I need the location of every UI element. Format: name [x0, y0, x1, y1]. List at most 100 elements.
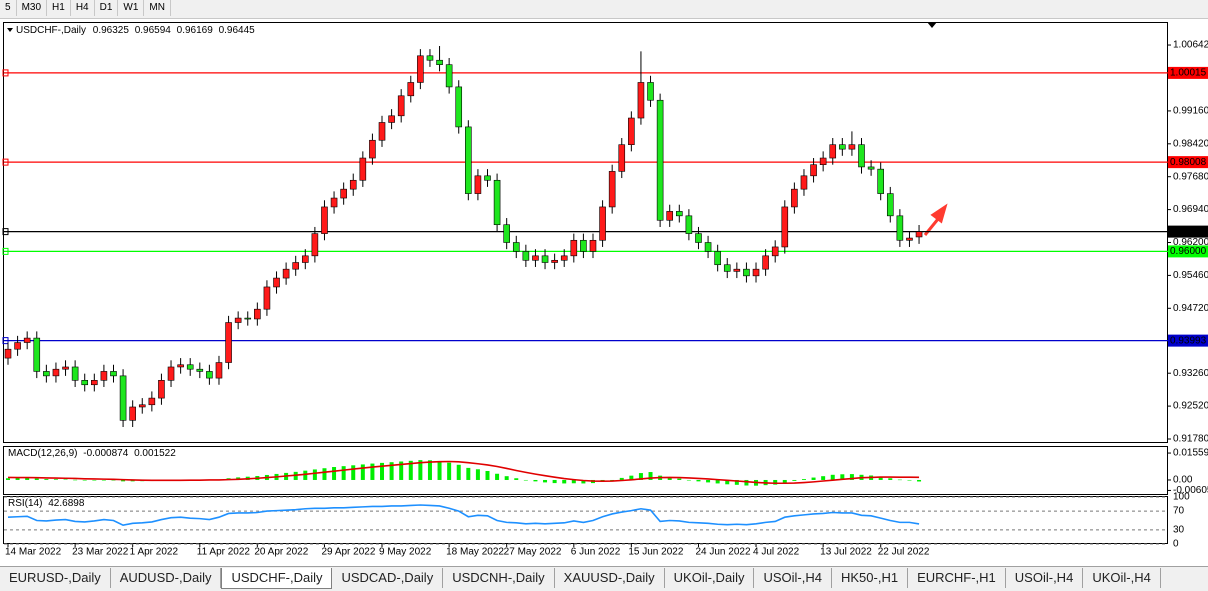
macd-bar: [543, 479, 548, 483]
timeframe-button[interactable]: MN: [144, 0, 171, 16]
candle-body: [378, 122, 386, 141]
candle-body: [675, 211, 683, 217]
candle-body: [484, 175, 491, 181]
level-label-box: [1168, 334, 1208, 347]
chart-tab[interactable]: USOil-,H4: [754, 568, 832, 588]
candle-body: [129, 406, 136, 421]
macd-bar: [475, 469, 480, 480]
y-tick-label: 0.97680: [1173, 171, 1208, 182]
indicator-line: [7, 504, 920, 527]
title: MACD(12,26,9): [8, 448, 77, 459]
level-marker: [2, 247, 9, 255]
timeframe-button[interactable]: M30: [17, 0, 48, 16]
level-marker: [2, 228, 9, 236]
candle-body: [254, 308, 261, 320]
candle-body: [4, 348, 12, 359]
candle-body: [33, 337, 41, 372]
macd-bar: [437, 460, 442, 480]
ohlc-close: 0.96445: [219, 25, 256, 36]
macd-bar: [917, 479, 922, 482]
rsi-value: 42.6898: [48, 498, 85, 509]
chart-tab[interactable]: USDCHF-,Daily: [221, 568, 333, 589]
candle-body: [244, 317, 252, 320]
level-marker: [2, 69, 9, 77]
y-tick-label: 0.00: [1173, 475, 1193, 486]
macd-bar: [677, 478, 682, 480]
candle-body: [532, 255, 539, 261]
chart-tab[interactable]: USOil-,H4: [1006, 568, 1084, 588]
timeframe-button[interactable]: D1: [95, 0, 119, 16]
candle-body: [455, 86, 463, 128]
macd-bar: [456, 464, 461, 480]
level-label-box: [1168, 245, 1208, 258]
level-marker: [2, 158, 9, 166]
chart-tab[interactable]: XAUUSD-,Daily: [555, 568, 665, 588]
timeframe-button[interactable]: H1: [47, 0, 71, 16]
candle-body: [791, 188, 798, 208]
timeframe-button[interactable]: H4: [71, 0, 95, 16]
y-tick-label: 0.98420: [1173, 138, 1208, 149]
x-tick-label: 24 Jun 2022: [695, 547, 750, 558]
candle-body: [349, 179, 357, 190]
macd-bar: [360, 464, 365, 480]
macd-bar: [782, 479, 787, 483]
candle-body: [14, 342, 21, 350]
chart-tab[interactable]: AUDUSD-,Daily: [111, 568, 222, 588]
candle-body: [301, 255, 309, 263]
rsi-title: RSI(14) 42.6898: [8, 498, 85, 509]
macd-bar: [715, 479, 720, 484]
candle-body: [762, 255, 769, 270]
candle-body: [186, 364, 194, 370]
candle-body: [110, 371, 117, 377]
x-tick-label: 18 May 2022: [446, 547, 504, 558]
candle-body: [23, 337, 31, 343]
macd-bar: [552, 479, 557, 484]
macd-bar: [25, 477, 30, 480]
chart-tab[interactable]: UKOil-,H4: [1083, 568, 1161, 588]
macd-bar: [341, 466, 346, 480]
candle-body: [158, 380, 165, 399]
candle-body: [915, 231, 923, 238]
chart-tab[interactable]: EURUSD-,Daily: [0, 568, 111, 588]
candle-body: [839, 144, 846, 150]
timeframe-button[interactable]: 5: [0, 0, 17, 16]
macd-bar: [792, 479, 797, 481]
candle-body: [225, 322, 232, 363]
macd-bar: [706, 479, 711, 483]
candle-body: [618, 144, 626, 172]
candle-body: [877, 168, 884, 194]
level-label-box: [1168, 66, 1208, 79]
candle-body: [637, 82, 645, 119]
level-label: 0.98008: [1170, 157, 1207, 168]
chart-tab[interactable]: EURCHF-,H1: [908, 568, 1006, 588]
title: USDCHF-,Daily: [16, 25, 86, 36]
candle-body: [417, 55, 424, 83]
macd-bar: [811, 477, 816, 480]
macd-bar: [686, 479, 691, 481]
candle-body: [340, 188, 347, 199]
macd-bar: [53, 479, 58, 480]
macd-bar: [447, 462, 452, 480]
macd-bar: [63, 479, 68, 480]
candle-body: [196, 368, 204, 372]
x-tick-label: 9 May 2022: [379, 547, 432, 558]
candle-body: [445, 64, 453, 88]
direction-arrow: [923, 203, 948, 236]
chart-tabs: EURUSD-,Daily AUDUSD-,Daily USDCHF-,Daily U…: [0, 566, 1208, 591]
y-tick-label: 0.99160: [1173, 106, 1208, 117]
chart-tab[interactable]: USDCNH-,Daily: [443, 568, 555, 588]
macd-bar: [907, 479, 912, 481]
x-tick-label: 29 Apr 2022: [321, 547, 375, 558]
macd-bar: [92, 479, 97, 481]
candle-body: [206, 371, 213, 379]
candle-body: [292, 262, 300, 270]
chart-tab[interactable]: USDCAD-,Daily: [332, 568, 444, 588]
chart-tab[interactable]: HK50-,H1: [832, 568, 909, 588]
timeframe-button[interactable]: W1: [118, 0, 145, 16]
candle-body: [685, 215, 693, 234]
x-tick-label: 1 Apr 2022: [130, 547, 179, 558]
candle-body: [867, 166, 875, 170]
level-label: 0.93993: [1170, 335, 1207, 346]
chart-tab[interactable]: UKOil-,Daily: [665, 568, 755, 588]
macd-bar: [332, 467, 337, 480]
